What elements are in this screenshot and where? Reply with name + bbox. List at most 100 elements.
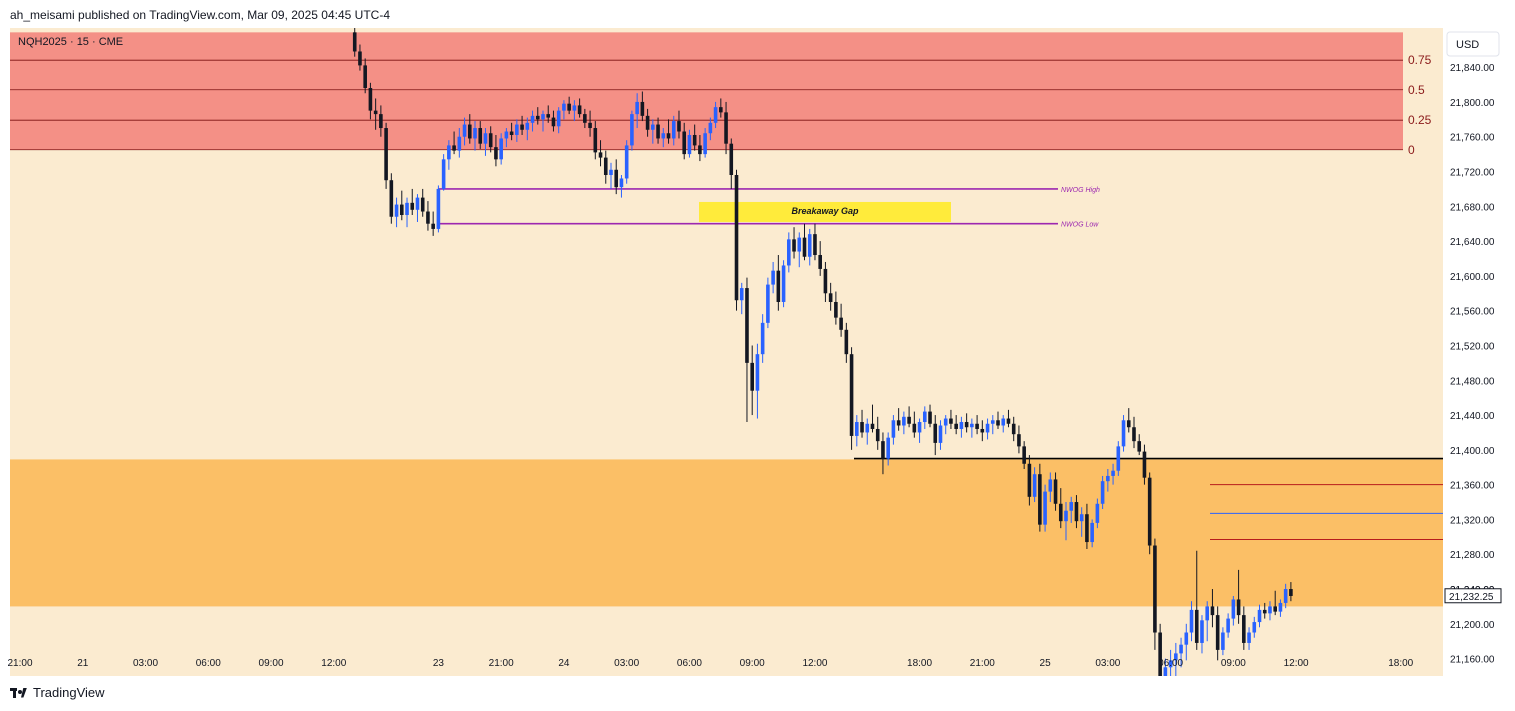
candle-body xyxy=(928,411,932,424)
candle-body xyxy=(1069,502,1074,511)
candle-body xyxy=(1111,470,1115,476)
candle-body xyxy=(1257,609,1262,623)
price-tick-label: 21,520.00 xyxy=(1450,341,1495,352)
candle-body xyxy=(467,124,472,139)
candle-body xyxy=(1247,632,1251,643)
candle-body xyxy=(1027,463,1032,497)
candle-body xyxy=(1038,474,1042,525)
price-tick-label: 21,680.00 xyxy=(1450,202,1495,213)
time-tick-label: 18:00 xyxy=(907,658,932,669)
candle-body xyxy=(478,128,483,144)
time-tick-label: 03:00 xyxy=(1095,658,1120,669)
candle-body xyxy=(719,107,723,113)
candle-body xyxy=(1090,522,1094,543)
candle-body xyxy=(619,178,624,188)
fib-level-label: 0.25 xyxy=(1408,113,1432,127)
candle-body xyxy=(389,180,394,217)
candle-body xyxy=(394,204,399,217)
candle-body xyxy=(739,288,744,301)
candle-body xyxy=(624,145,629,179)
candle-body xyxy=(698,145,702,155)
candle-body xyxy=(760,322,765,355)
candle-body xyxy=(368,88,373,111)
candle-body xyxy=(750,362,754,391)
time-tick-label: 25 xyxy=(1040,658,1052,669)
candle-body xyxy=(656,124,660,139)
candle-body xyxy=(734,174,739,301)
candle-body xyxy=(1153,545,1157,633)
candle-body xyxy=(373,110,378,115)
currency-button[interactable]: USD xyxy=(1446,31,1500,57)
price-tick-label: 21,600.00 xyxy=(1450,272,1495,283)
candle-body xyxy=(834,301,838,318)
candle-body xyxy=(1268,606,1272,614)
candle-body xyxy=(1262,609,1267,614)
candle-body xyxy=(1174,653,1178,661)
candle-body xyxy=(787,239,791,266)
candle-body xyxy=(447,145,451,160)
candle-body xyxy=(1273,606,1277,612)
candle-body xyxy=(1137,441,1142,452)
candle-body xyxy=(818,255,822,269)
price-tick-label: 21,280.00 xyxy=(1450,550,1495,561)
candle-body xyxy=(881,441,885,459)
time-tick-label: 03:00 xyxy=(614,658,639,669)
time-tick-label: 06:00 xyxy=(196,658,221,669)
candle-body xyxy=(975,423,979,429)
candle-body xyxy=(452,145,456,151)
candle-body xyxy=(551,117,556,127)
time-tick-label: 24 xyxy=(558,658,570,669)
candle-body xyxy=(1043,491,1047,525)
candle-body xyxy=(1179,644,1183,654)
candle-body xyxy=(630,114,634,146)
candle-body xyxy=(865,423,870,433)
candle-body xyxy=(1142,451,1147,478)
candle-body xyxy=(504,131,509,139)
time-tick-label: 09:00 xyxy=(1221,658,1246,669)
candle-body xyxy=(1132,427,1136,442)
time-tick-label: 12:00 xyxy=(1284,658,1309,669)
candle-body xyxy=(870,423,875,429)
candle-body xyxy=(598,152,603,158)
candle-body xyxy=(1022,446,1026,464)
fib-level-label: 0 xyxy=(1408,143,1415,157)
candle-body xyxy=(1221,632,1225,650)
price-tick-label: 21,160.00 xyxy=(1450,655,1495,666)
candle-body xyxy=(457,136,462,151)
candle-body xyxy=(807,234,812,257)
candle-body xyxy=(828,293,833,302)
candle-body xyxy=(692,134,697,146)
candle-body xyxy=(379,114,383,129)
candle-body xyxy=(792,239,796,252)
candle-body xyxy=(1058,503,1063,522)
candle-body xyxy=(886,437,890,459)
price-tick-label: 21,800.00 xyxy=(1450,98,1495,109)
candle-body xyxy=(1011,423,1016,435)
time-tick-label: 21:00 xyxy=(489,658,514,669)
candle-body xyxy=(1053,479,1058,504)
candle-body xyxy=(583,114,587,123)
time-tick-label: 03:00 xyxy=(133,658,158,669)
candle-body xyxy=(420,197,425,212)
time-tick-label: 09:00 xyxy=(259,658,284,669)
candle-body xyxy=(1126,420,1131,428)
candle-body xyxy=(1147,477,1152,546)
symbol-label: NQH2025 · 15 · CME xyxy=(18,36,123,48)
last-price-label: 21,232.25 xyxy=(1449,592,1494,603)
candle-body xyxy=(1215,615,1220,650)
candle-body xyxy=(844,329,849,355)
time-axis: 21:00 21 03:00 06:00 09:00 12:00 23 21:00 24 03:0… xyxy=(7,658,1413,669)
nwog-label: NWOG Low xyxy=(1061,222,1099,229)
candle-body xyxy=(661,133,666,139)
candle-body xyxy=(384,128,388,181)
time-tick-label: 21 xyxy=(77,658,89,669)
candle-body xyxy=(860,422,864,433)
candle-body xyxy=(399,204,404,216)
premium-zone xyxy=(10,32,1403,150)
candle-body xyxy=(1194,609,1199,643)
price-tick-label: 21,840.00 xyxy=(1450,63,1495,74)
candle-body xyxy=(588,122,592,129)
candle-body xyxy=(949,418,953,424)
candle-body xyxy=(1242,615,1246,643)
